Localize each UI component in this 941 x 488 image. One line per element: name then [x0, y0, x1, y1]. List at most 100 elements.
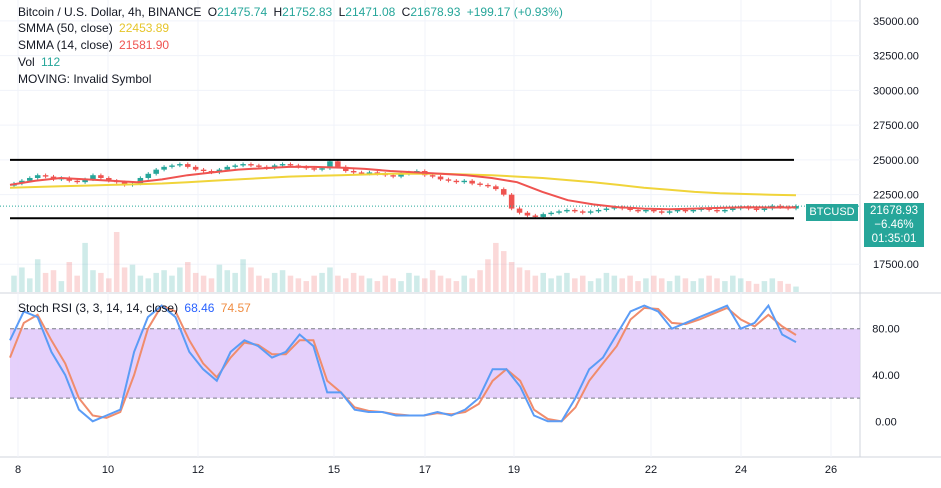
volume-bar	[421, 278, 428, 292]
candle-body	[200, 169, 207, 172]
candle-body	[579, 211, 586, 213]
legend-smma50-row: SMMA (50, close) 22453.89	[18, 20, 172, 37]
candle-body	[564, 209, 570, 212]
candle-body	[690, 209, 697, 212]
candle-body	[453, 180, 460, 183]
legend-smma14-row: SMMA (14, close) 21581.90	[18, 37, 172, 54]
y-tick-label: 35000.00	[873, 16, 919, 28]
price-tag-price: 21678.93	[870, 205, 918, 217]
price-tag: 21678.93 −6.46% 01:35:01	[864, 203, 924, 247]
volume-bar	[303, 281, 310, 292]
smma14-line	[9, 165, 797, 211]
volume-bar	[366, 278, 373, 292]
candle-body	[335, 161, 341, 167]
volume-bar	[777, 281, 783, 292]
candle-body	[145, 173, 152, 178]
volume-bar	[666, 281, 673, 292]
volume-bar	[477, 270, 483, 292]
candle-body	[722, 209, 728, 212]
candle-body	[753, 208, 760, 210]
y-tick-label: 30000.00	[873, 85, 919, 97]
volume-bar	[508, 262, 515, 292]
ohlc-h-label: H	[273, 5, 283, 19]
candle-body	[461, 180, 468, 183]
y-tick-label: 32500.00	[873, 51, 919, 63]
candle-body	[651, 209, 657, 212]
candle-body	[319, 168, 325, 170]
volume-bar	[145, 278, 152, 292]
volume-bar	[264, 278, 270, 292]
volume-bar	[414, 275, 420, 292]
smma50-label: SMMA (50, close)	[18, 21, 113, 35]
volume-bar	[406, 272, 412, 292]
candle-body	[350, 171, 357, 173]
stoch-y-tick-label: 40.00	[872, 370, 900, 382]
candle-body	[469, 180, 475, 184]
ohlc-o-label: O	[207, 5, 218, 19]
volume-bar	[161, 270, 167, 292]
x-tick-label: 22	[645, 464, 657, 476]
axes: 8 10 12 15 17 19 22 24 26 35000.00 32500.00 30000.0…	[15, 16, 919, 476]
candle-body	[90, 175, 96, 180]
x-tick-label: 10	[102, 464, 114, 476]
candle-body	[493, 186, 499, 190]
candle-body	[548, 212, 554, 215]
volume-bar	[587, 281, 594, 292]
volume-bar	[785, 283, 791, 292]
candle-body	[666, 211, 673, 213]
candle-body	[508, 194, 515, 209]
candle-body	[477, 183, 483, 185]
volume-bar	[651, 275, 657, 292]
candle-body	[445, 179, 452, 181]
volume-bar	[50, 270, 57, 292]
candle-body	[256, 165, 262, 167]
candle-body	[398, 173, 404, 177]
candle-body	[643, 209, 649, 212]
volume-bar	[74, 275, 80, 292]
volume-bar	[761, 281, 768, 292]
volume-bar	[429, 270, 436, 292]
volume-bar	[185, 262, 191, 292]
candle-body	[706, 208, 712, 210]
volume-bar	[595, 278, 602, 292]
candle-body	[524, 212, 531, 216]
volume-bar	[532, 275, 539, 292]
candle-body	[34, 175, 41, 178]
volume-bar	[169, 275, 175, 292]
volume-bar	[287, 275, 294, 292]
volume-bar	[66, 262, 73, 292]
x-tick-label: 12	[192, 464, 204, 476]
volume-bar	[319, 272, 325, 292]
volume-bar	[342, 278, 349, 292]
candle-body	[658, 211, 665, 213]
stoch-k-line	[9, 303, 797, 423]
candle-body	[674, 209, 681, 212]
candle-body	[635, 209, 641, 212]
ohlc-o: 21475.74	[217, 5, 268, 19]
candle-body	[437, 176, 444, 180]
candle-body	[342, 166, 349, 172]
candle-body	[516, 208, 523, 213]
candle-body	[374, 172, 381, 174]
stoch-y-tick-label: 80.00	[872, 324, 900, 336]
volume-bar	[216, 264, 223, 292]
candle-body	[572, 209, 578, 212]
vol-value: 112	[41, 55, 61, 69]
volume-bar	[690, 281, 697, 292]
candle-body	[248, 164, 254, 166]
legend-ohlc: O21475.74 H21752.83 L21471.08 C21678.93 …	[208, 5, 566, 19]
volume-bar	[192, 272, 199, 292]
candle-body	[556, 211, 562, 213]
volume-bar	[358, 275, 365, 292]
x-tick-label: 19	[508, 464, 520, 476]
legend-title: Bitcoin / U.S. Dollar, 4h, BINANCE	[18, 5, 202, 19]
candle-body	[532, 215, 539, 217]
legend-stoch-row: Stoch RSI (3, 3, 14, 14, close) 68.46 74…	[18, 300, 254, 317]
volume-bar	[240, 259, 246, 292]
volume-bar	[19, 267, 25, 292]
volume-bar	[461, 275, 468, 292]
candle-body	[603, 208, 610, 210]
volume-bar	[11, 275, 17, 292]
volume-bar	[611, 275, 618, 292]
